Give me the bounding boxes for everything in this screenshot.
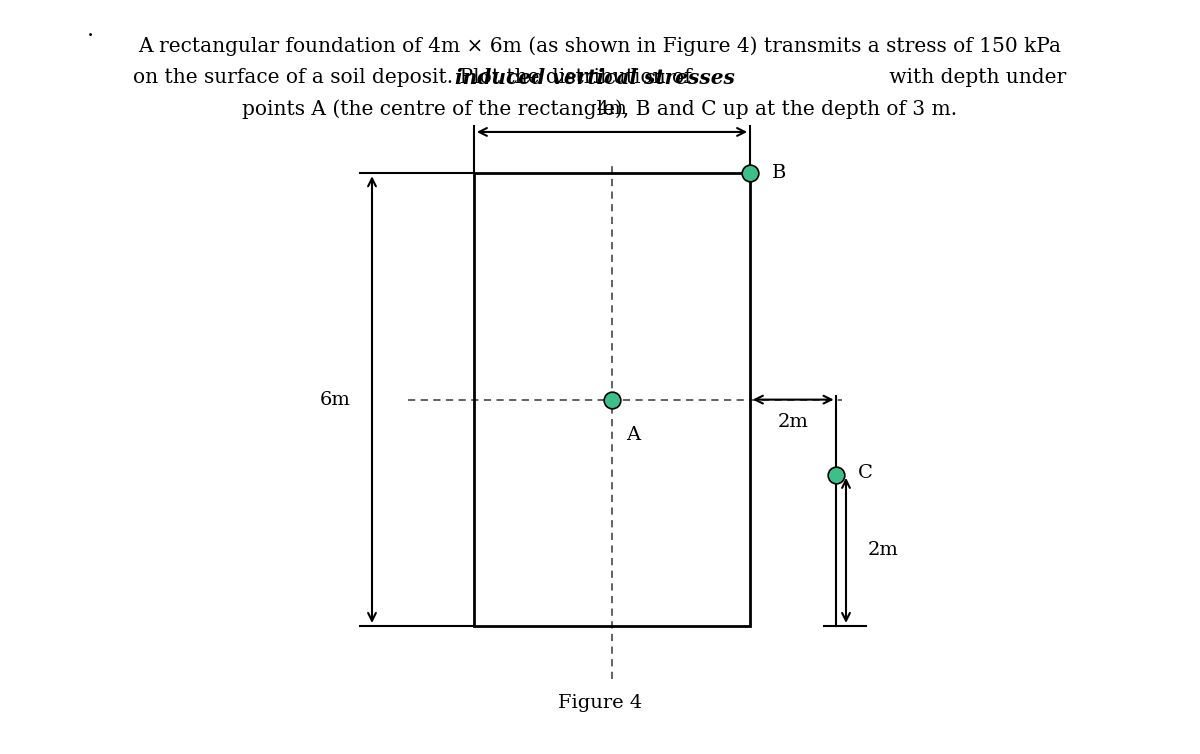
- Text: on the surface of a soil deposit. Plot the distribution of                      : on the surface of a soil deposit. Plot t…: [133, 68, 1067, 87]
- Text: .: .: [86, 19, 94, 41]
- Text: A rectangular foundation of 4m × 6m (as shown in Figure 4) transmits a stress of: A rectangular foundation of 4m × 6m (as …: [138, 36, 1062, 56]
- Bar: [474, 173, 750, 626]
- Text: 2m: 2m: [868, 541, 899, 559]
- Text: Figure 4: Figure 4: [558, 694, 642, 712]
- Text: B: B: [772, 164, 786, 182]
- Text: C: C: [858, 464, 872, 482]
- Text: 6m: 6m: [319, 391, 350, 409]
- Text: A: A: [626, 426, 641, 444]
- Text: 4m: 4m: [596, 100, 628, 118]
- Text: induced vertical stresses: induced vertical stresses: [455, 68, 736, 88]
- Text: points A (the centre of the rectangle), B and C up at the depth of 3 m.: points A (the centre of the rectangle), …: [242, 100, 958, 119]
- Text: 2m: 2m: [778, 413, 809, 431]
